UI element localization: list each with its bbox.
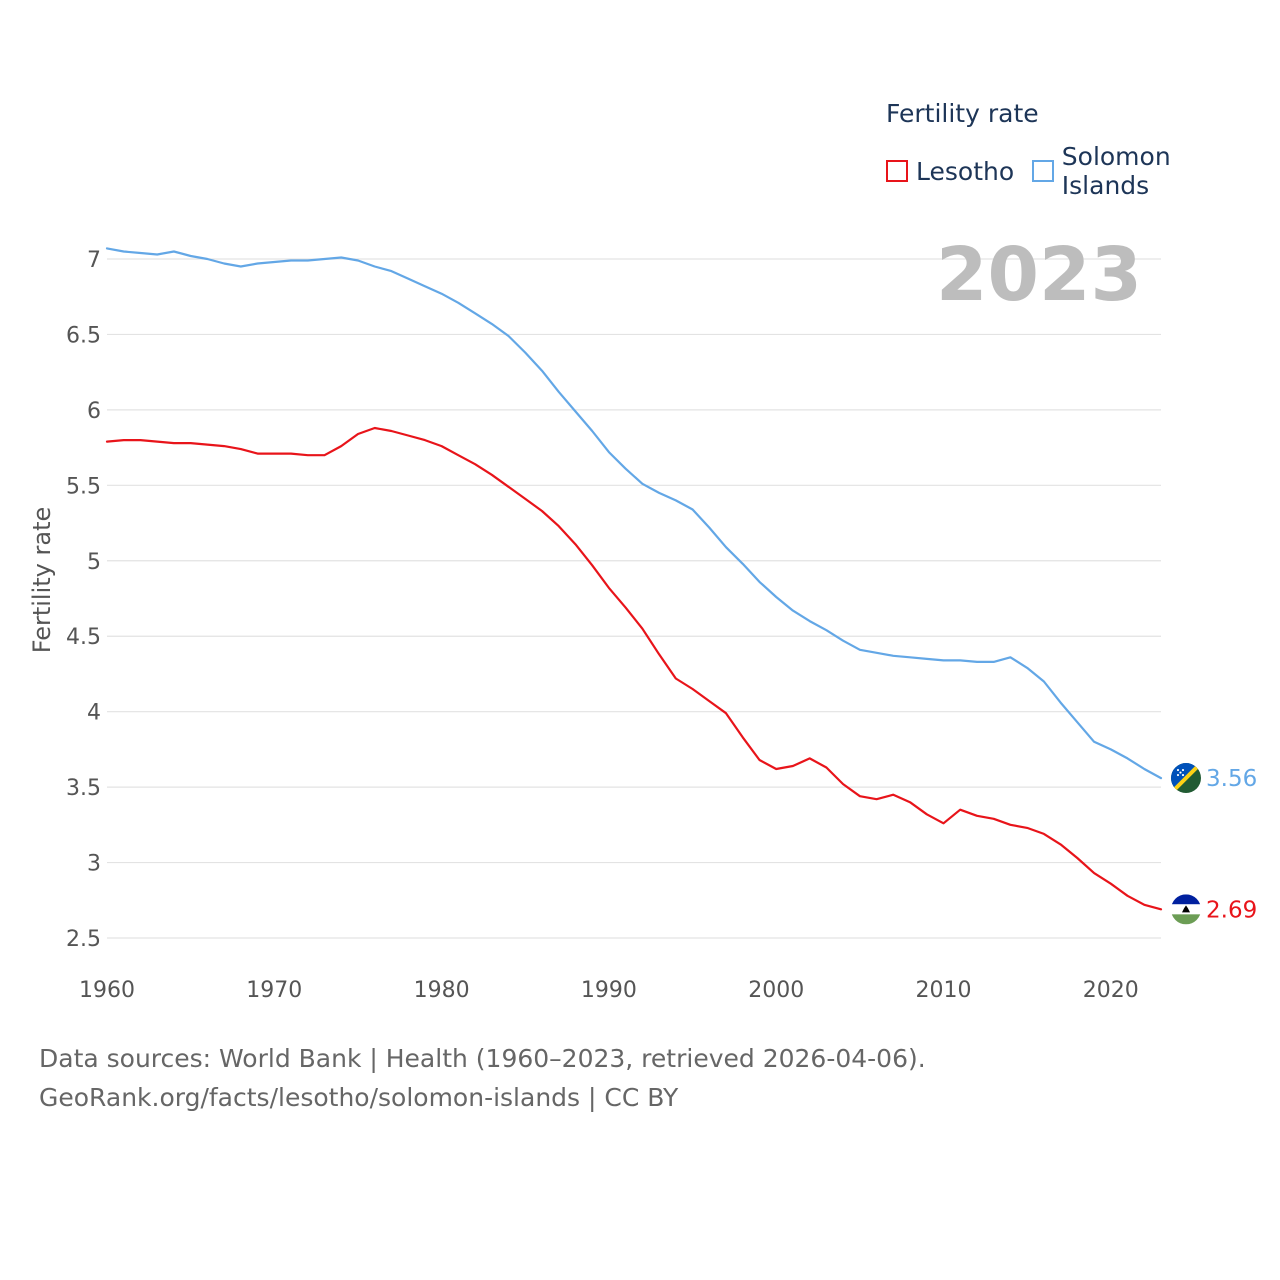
- y-tick-label: 4: [87, 701, 101, 726]
- legend-swatch-lesotho: [886, 160, 908, 182]
- end-labels: 3.56 2.69: [1206, 766, 1257, 923]
- y-tick-label: 4.5: [66, 625, 101, 650]
- x-tick-label: 2010: [916, 978, 972, 1003]
- x-tick-label: 1970: [246, 978, 302, 1003]
- series-lines: [105, 247, 1163, 911]
- legend-label-solomon-islands: Solomon Islands: [1061, 142, 1171, 200]
- legend-item-solomon-islands[interactable]: Solomon Islands: [1032, 142, 1262, 200]
- y-tick-label: 3: [87, 852, 101, 877]
- y-tick-label: 2.5: [66, 927, 101, 952]
- series-line-solomon-islands: [105, 247, 1163, 780]
- series-line-lesotho: [105, 426, 1163, 911]
- y-tick-label: 5.5: [66, 474, 101, 499]
- x-tick-label: 2020: [1083, 978, 1139, 1003]
- x-tick-label: 1960: [79, 978, 135, 1003]
- x-axis-ticks: 1960 1970 1980 1990 2000 2010 2020: [79, 978, 1139, 1003]
- y-tick-label: 3.5: [66, 776, 101, 801]
- legend-label-lesotho: Lesotho: [916, 156, 1015, 186]
- y-axis-label: Fertility rate: [28, 506, 56, 654]
- end-label-solomon-islands: 3.56: [1206, 766, 1257, 792]
- solomon-islands-flag-icon: [1171, 763, 1201, 794]
- end-markers: [1171, 763, 1201, 925]
- y-tick-label: 7: [87, 248, 101, 273]
- x-tick-label: 2000: [748, 978, 804, 1003]
- legend-swatch-solomon-islands: [1032, 160, 1054, 182]
- legend-title: Fertility rate: [886, 99, 1039, 128]
- y-tick-label: 6: [87, 399, 101, 424]
- y-axis-ticks: 2.5 3 3.5 4 4.5 5 5.5 6 6.5 7: [66, 248, 101, 952]
- x-tick-label: 1990: [581, 978, 637, 1003]
- end-label-lesotho: 2.69: [1206, 897, 1257, 923]
- source-line-1: Data sources: World Bank | Health (1960–…: [39, 1044, 926, 1073]
- legend-item-lesotho[interactable]: Lesotho: [886, 157, 1014, 186]
- year-label: 2023: [936, 232, 1142, 318]
- y-tick-label: 5: [87, 550, 101, 575]
- x-tick-label: 1980: [414, 978, 470, 1003]
- lesotho-flag-icon: [1171, 894, 1201, 925]
- y-tick-label: 6.5: [66, 323, 101, 348]
- gridlines: [107, 258, 1161, 939]
- source-line-2: GeoRank.org/facts/lesotho/solomon-island…: [39, 1083, 679, 1112]
- legend: Lesotho Solomon Islands: [886, 142, 1280, 200]
